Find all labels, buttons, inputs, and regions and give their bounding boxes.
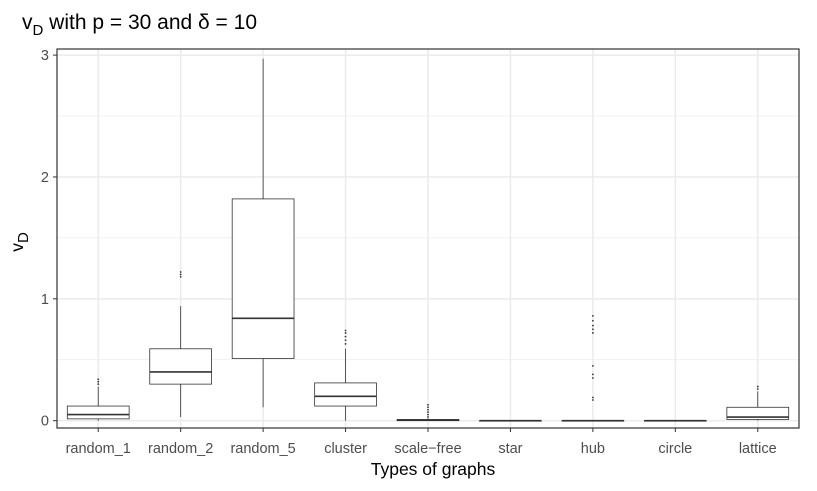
outlier-point: [97, 378, 100, 381]
x-tick-label: scale−free: [394, 441, 461, 457]
outlier-point: [756, 388, 759, 390]
box-iqr: [231, 198, 295, 359]
outlier-point: [591, 332, 594, 334]
outlier-point: [591, 314, 594, 317]
outlier-point: [97, 380, 100, 383]
box-cluster: [314, 329, 377, 421]
x-tick-label: random_5: [230, 441, 295, 457]
box-hub: [561, 314, 625, 422]
outlier-point: [427, 411, 429, 414]
x-tick-label: star: [498, 441, 522, 457]
outlier-point: [427, 416, 429, 418]
outlier-point: [756, 385, 759, 388]
outlier-point: [591, 324, 594, 327]
outlier-point: [427, 403, 429, 406]
outlier-point: [591, 377, 594, 379]
ylabel-v: v: [7, 243, 27, 252]
x-tick-label: random_2: [148, 441, 213, 457]
outlier-point: [179, 275, 182, 278]
box-random_2: [149, 271, 212, 418]
box-lattice: [726, 385, 790, 421]
y-axis: 0 1 2 3: [41, 48, 57, 430]
outlier-point: [591, 399, 594, 401]
outlier-point: [591, 396, 594, 399]
box-iqr: [314, 382, 377, 407]
outlier-point: [344, 343, 347, 345]
box-iqr: [66, 405, 130, 420]
chart-title: vD with p = 30 and δ = 10: [22, 11, 257, 39]
y-axis-title: vD: [7, 232, 32, 252]
outlier-point: [591, 328, 594, 331]
x-tick-label: lattice: [739, 441, 777, 457]
y-tick-label: 3: [41, 48, 49, 64]
box-random_5: [231, 58, 295, 408]
title-v: v: [22, 11, 33, 34]
outlier-point: [344, 335, 347, 338]
x-tick-label: random_1: [66, 441, 131, 457]
box-circle: [644, 419, 707, 422]
x-axis-title: Types of graphs: [371, 459, 496, 479]
title-rest: with p = 30 and δ = 10: [43, 11, 257, 34]
y-tick-label: 2: [41, 170, 49, 186]
box-scale−free: [396, 403, 460, 422]
outlier-point: [591, 373, 594, 376]
x-axis: random_1 random_2 random_5 cluster scale−fre…: [66, 428, 777, 457]
outlier-point: [427, 413, 429, 416]
outlier-point: [591, 364, 594, 367]
outlier-point: [344, 329, 347, 332]
box-iqr: [149, 348, 212, 385]
box-star: [479, 419, 542, 422]
outlier-point: [591, 319, 594, 322]
outlier-point: [344, 339, 347, 342]
x-tick-label: cluster: [324, 441, 367, 457]
x-tick-label: circle: [658, 441, 692, 457]
grid-lines: [57, 49, 799, 428]
outlier-point: [344, 332, 347, 334]
y-tick-label: 1: [41, 292, 49, 308]
x-tick-label: hub: [581, 441, 605, 457]
box-series: [66, 58, 790, 422]
outlier-point: [427, 406, 429, 409]
outlier-point: [179, 271, 182, 273]
box-random_1: [66, 378, 130, 421]
outlier-point: [179, 273, 182, 276]
outlier-point: [427, 408, 429, 411]
title-subscript: D: [33, 22, 44, 39]
y-tick-label: 0: [41, 414, 49, 430]
ylabel-subscript: D: [15, 232, 32, 243]
outlier-point: [97, 383, 100, 386]
